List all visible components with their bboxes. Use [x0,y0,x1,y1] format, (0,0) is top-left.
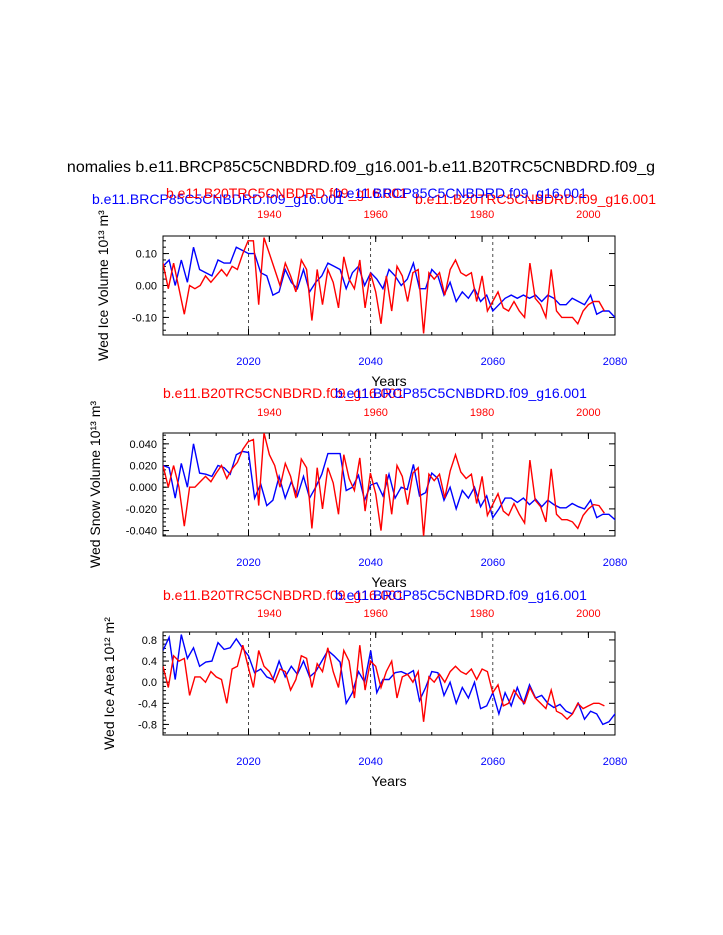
x-tick-label-top: 1960 [363,209,387,221]
x-tick-label-bottom: 2040 [358,356,382,368]
series-line-b20trc5 [163,237,606,334]
series-line-brcp85 [163,246,615,319]
run-label-blue-overlap: b.e11.BRCP85C5CNBDRD.f09_g16.001 [335,185,587,201]
x-tick-label-bottom: 2060 [481,756,505,768]
x-tick-label-bottom: 2080 [603,557,627,569]
run-label-red: b.e11.B20TRC5CNBDRD.f09_g16.001 [163,385,404,401]
x-tick-label-top: 1940 [257,407,281,419]
y-axis-label: Wed Ice Volume 10¹³ m³ [95,210,111,361]
y-tick-label: 0.10 [136,249,157,261]
chart-panel-ice-volume: 0.10 0.00 -0.10 2020 2040 2060 2080 1940 1960 198… [92,185,656,389]
y-axis-label: Wed Ice Area 10¹² m² [101,617,117,750]
plot-frame [162,631,616,736]
run-label-blue: b.e11.BRCP85C5CNBDRD.f09_g16.001 [335,385,587,401]
x-tick-label-bottom: 2060 [481,356,505,368]
x-tick-label-top: 1980 [470,407,494,419]
x-axis-label: Years [371,773,406,789]
run-label-red: b.e11.B20TRC5CNBDRD.f09_g16.001 [415,191,656,207]
x-tick-label-top: 2000 [576,407,600,419]
x-tick-label-bottom: 2040 [358,756,382,768]
plot-frame [162,432,616,537]
series-line-b20trc5 [163,645,605,722]
x-tick-label-bottom: 2020 [236,557,260,569]
x-tick-label-top: 1960 [363,608,387,620]
x-tick-label-top: 2000 [576,209,600,221]
figure-title: nomalies b.e11.BRCP85C5CNBDRD.f09_g16.00… [67,159,655,176]
x-tick-label-top: 1980 [470,608,494,620]
x-tick-label-bottom: 2020 [236,356,260,368]
x-tick-label-top: 2000 [576,608,600,620]
run-label-red: b.e11.B20TRC5CNBDRD.f09_g16.001 [163,587,404,603]
x-tick-label-top: 1960 [363,407,387,419]
x-tick-label-top: 1940 [257,209,281,221]
y-tick-label: -0.4 [138,698,157,710]
series-line-brcp85 [163,443,615,521]
chart-panel-ice-area: 0.8 0.4 0.0 -0.4 -0.8 2020 2040 2060 2080 1940 196… [101,587,627,789]
y-tick-label: 0.00 [136,281,157,293]
x-tick-label-bottom: 2080 [603,756,627,768]
run-label-blue: b.e11.BRCP85C5CNBDRD.f09_g16.001 [335,587,587,603]
x-tick-label-bottom: 2060 [481,557,505,569]
y-tick-label: -0.8 [138,719,157,731]
y-tick-label: 0.4 [142,656,157,668]
y-tick-label: 0.0 [142,677,157,689]
y-axis-label: Wed Snow Volume 10¹³ m³ [87,401,103,568]
y-tick-label: -0.10 [132,312,157,324]
series-line-brcp85 [163,634,615,726]
run-label-red-overlap: b.e11.B20TRC5CNBDRD.f09_g16.001 [166,185,407,201]
y-tick-label: -0.040 [126,526,157,538]
x-tick-label-bottom: 2080 [603,356,627,368]
y-tick-label: 0.040 [129,439,157,451]
x-tick-label-bottom: 2020 [236,756,260,768]
x-tick-label-top: 1980 [470,209,494,221]
y-tick-label: -0.020 [126,504,157,516]
y-tick-label: 0.000 [129,482,157,494]
chart-panel-snow-volume: 0.040 0.020 0.000 -0.020 -0.040 2020 2040 2060 2… [87,385,627,590]
plot-frame [162,235,616,336]
y-tick-label: 0.8 [142,635,157,647]
x-axis-label: Years [371,373,406,389]
x-tick-label-bottom: 2040 [358,557,382,569]
x-tick-label-top: 1940 [257,608,281,620]
series-line-b20trc5 [163,433,605,536]
x-axis-label: Years [371,574,406,590]
run-label-blue: b.e11.BRCP85C5CNBDRD.f09_g16.001 [92,191,344,207]
y-tick-label: 0.020 [129,461,157,473]
